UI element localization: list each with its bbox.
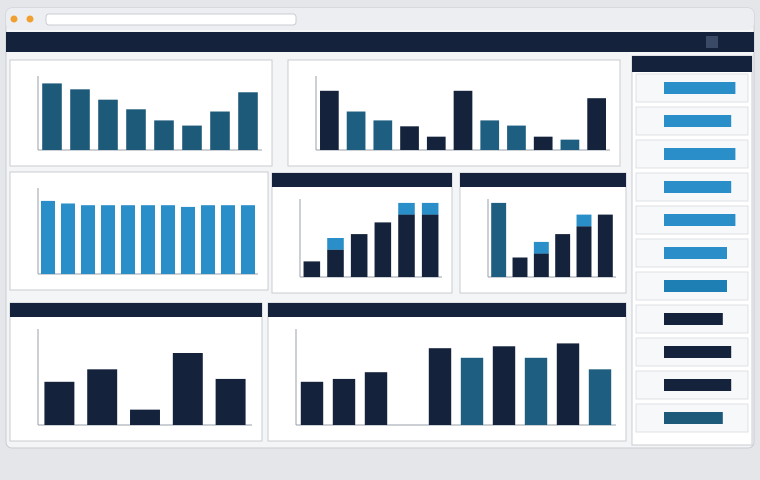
bar: [597, 214, 613, 277]
bar: [210, 111, 230, 150]
bar: [44, 381, 75, 425]
window-button[interactable]: [10, 15, 18, 23]
sidebar-bar: [664, 412, 723, 424]
sidebar-header: [632, 56, 752, 72]
bar: [524, 357, 548, 425]
bar: [303, 261, 321, 277]
bar: [350, 234, 368, 277]
bar: [141, 205, 155, 274]
bar: [421, 214, 439, 277]
bar: [400, 126, 419, 150]
sidebar-bar: [664, 313, 723, 325]
bar: [576, 214, 592, 227]
bar: [426, 136, 446, 150]
bar: [398, 202, 415, 215]
bar: [373, 120, 393, 150]
panel-header: [268, 303, 626, 317]
sidebar-bar: [664, 379, 732, 391]
bar: [172, 353, 203, 425]
bar: [491, 202, 507, 277]
sidebar-bar: [664, 247, 727, 259]
bar: [182, 125, 202, 150]
bar: [512, 257, 528, 277]
panel-header: [272, 173, 452, 187]
bar: [428, 348, 452, 425]
bar: [81, 205, 95, 274]
bar: [327, 249, 344, 277]
header-button[interactable]: [706, 36, 718, 48]
bar: [320, 90, 339, 150]
bar: [41, 200, 55, 274]
app-header: [6, 32, 754, 52]
bar: [560, 139, 580, 150]
bar: [374, 222, 392, 277]
sidebar-bar: [664, 346, 732, 358]
bar: [241, 205, 255, 274]
bar: [533, 136, 553, 150]
bar: [87, 369, 118, 425]
sidebar-bar: [664, 214, 736, 226]
sidebar-bar: [664, 82, 736, 94]
bar: [556, 343, 580, 425]
bar: [460, 357, 484, 425]
bar: [346, 111, 366, 150]
panel-header: [460, 173, 626, 187]
bar: [398, 214, 415, 277]
bar: [332, 378, 356, 425]
bar: [576, 226, 592, 277]
panel-header: [10, 303, 262, 317]
bar: [130, 409, 160, 425]
bar: [453, 90, 473, 150]
bar: [101, 205, 115, 274]
bar: [533, 253, 549, 277]
bar: [238, 92, 258, 150]
bar: [221, 205, 235, 274]
bar: [533, 241, 549, 254]
bar: [587, 98, 606, 150]
bar: [61, 203, 75, 274]
bar: [201, 205, 215, 274]
bar: [215, 378, 246, 425]
sidebar-bar: [664, 115, 732, 127]
bar: [300, 381, 324, 425]
bar: [98, 99, 118, 150]
bar: [121, 205, 135, 274]
bar: [555, 234, 571, 277]
sidebar-bar: [664, 181, 732, 193]
bar: [492, 346, 516, 425]
address-bar[interactable]: [45, 13, 297, 26]
bar: [327, 238, 344, 250]
window-button[interactable]: [26, 15, 34, 23]
bar: [154, 120, 174, 150]
bar: [588, 369, 612, 425]
bar: [42, 83, 62, 150]
bar: [126, 109, 146, 150]
bar: [161, 205, 175, 274]
bar: [364, 372, 388, 425]
bar: [507, 125, 526, 150]
sidebar-bar: [664, 148, 736, 160]
bar: [181, 206, 195, 274]
bar: [70, 89, 90, 150]
bar: [480, 120, 500, 150]
bar: [421, 202, 439, 215]
sidebar-bar: [664, 280, 727, 292]
